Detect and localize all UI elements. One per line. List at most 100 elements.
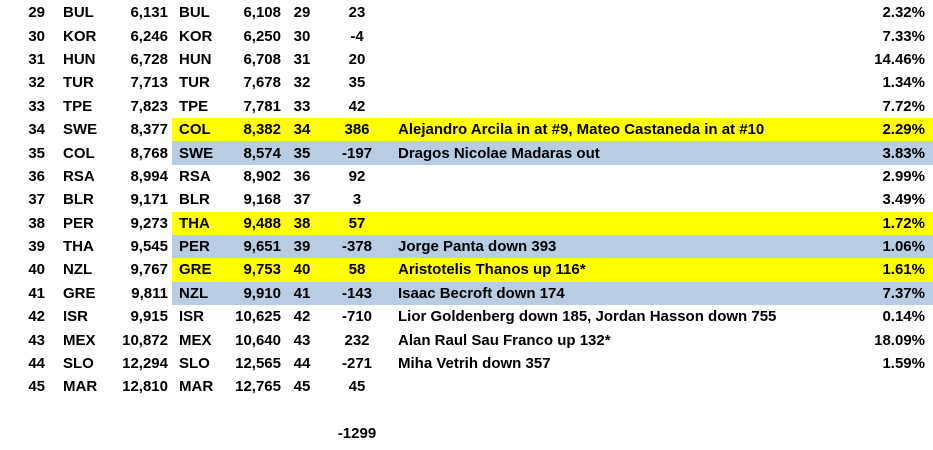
difference-cell: 45	[348, 378, 366, 396]
roster-note-cell: Aristotelis Thanos up 116*	[395, 258, 838, 282]
percentage-cell: 2.32%	[882, 4, 925, 22]
rank-before-cell: 36	[28, 167, 45, 185]
total-empty-cell	[0, 422, 52, 445]
ranking-table-body: 29 BUL 6,131 BUL 6,108 29 23 2.32% 30 KO…	[0, 1, 933, 399]
rank-after-cell: 33	[293, 97, 311, 115]
value-after-cell: 10,640	[235, 331, 281, 349]
rank-after-cell: 30	[293, 27, 311, 45]
value-before-cell: 12,294	[122, 355, 168, 373]
country-before-cell: THA	[63, 238, 94, 256]
spacer-cell	[0, 399, 933, 422]
value-before-cell: 9,171	[130, 191, 168, 209]
total-empty-cell	[395, 422, 838, 445]
roster-note-cell: Alejandro Arcila in at #9, Mateo Castane…	[395, 117, 838, 142]
rank-after-cell: 40	[285, 258, 319, 282]
country-before-cell: PER	[63, 214, 94, 232]
value-after-cell: 8,902	[243, 167, 281, 185]
percentage-cell: 1.61%	[838, 258, 933, 282]
value-before-cell: 12,810	[122, 378, 168, 396]
value-after-cell: 6,708	[243, 50, 281, 68]
value-before-cell: 9,767	[130, 261, 168, 279]
country-after-cell: SLO	[179, 355, 210, 373]
difference-cell: 57	[319, 211, 395, 235]
rank-after-cell: 42	[293, 308, 311, 326]
roster-note-cell: Miha Vetrih down 357	[398, 355, 551, 373]
difference-cell: 58	[319, 258, 395, 282]
difference-cell: 20	[348, 50, 366, 68]
value-after-cell: 10,625	[235, 308, 281, 326]
difference-cell: -143	[319, 281, 395, 306]
percentage-cell: 18.09%	[874, 331, 925, 349]
rank-after-cell: 38	[285, 211, 319, 235]
rank-before-cell: 35	[28, 144, 45, 162]
total-empty-cell	[285, 422, 319, 445]
country-before-cell: SWE	[63, 121, 98, 139]
country-before-cell: COL	[63, 144, 95, 162]
country-before-cell: BUL	[63, 4, 94, 22]
country-before-cell: SLO	[63, 355, 94, 373]
table-row: 41 GRE 9,811 NZL 9,910 41 -143 Isaac Bec…	[0, 281, 933, 306]
country-after-cell: NZL	[172, 281, 232, 306]
roster-note-cell	[395, 48, 838, 71]
value-before-cell: 7,823	[130, 97, 168, 115]
country-before-cell: NZL	[63, 261, 93, 279]
roster-note-cell	[395, 165, 838, 188]
value-before-cell: 7,713	[130, 74, 168, 92]
rank-after-cell: 43	[293, 331, 311, 349]
value-after-cell: 9,168	[243, 191, 281, 209]
country-after-cell: BLR	[179, 191, 210, 209]
roster-note-cell: Isaac Becroft down 174	[395, 281, 838, 306]
total-empty-cell	[172, 422, 232, 445]
value-before-cell: 6,728	[130, 50, 168, 68]
table-row: 43 MEX 10,872 MEX 10,640 43 232 Alan Rau…	[0, 328, 933, 351]
country-before-cell: MAR	[63, 378, 98, 396]
rank-after-cell: 29	[293, 4, 311, 22]
ranking-table-footer: -1299	[0, 399, 933, 446]
country-before-cell: BLR	[63, 191, 94, 209]
value-before-cell: 8,994	[130, 167, 168, 185]
rank-before-cell: 41	[28, 284, 45, 302]
percentage-cell: 2.99%	[882, 167, 925, 185]
roster-note-cell	[395, 188, 838, 211]
table-row: 35 COL 8,768 SWE 8,574 35 -197 Dragos Ni…	[0, 141, 933, 165]
rank-after-cell: 32	[293, 74, 311, 92]
difference-cell: 232	[344, 331, 370, 349]
rank-after-cell: 41	[285, 281, 319, 306]
total-empty-cell	[838, 422, 933, 445]
value-after-cell: 9,753	[232, 258, 285, 282]
difference-cell: -197	[319, 141, 395, 165]
value-before-cell: 8,768	[130, 144, 168, 162]
value-after-cell: 9,488	[232, 211, 285, 235]
value-before-cell: 10,872	[122, 331, 168, 349]
spacer-row	[0, 399, 933, 422]
table-row: 29 BUL 6,131 BUL 6,108 29 23 2.32%	[0, 1, 933, 24]
country-before-cell: GRE	[63, 284, 96, 302]
rank-before-cell: 39	[28, 238, 45, 256]
roster-note-cell: Alan Raul Sau Franco up 132*	[398, 331, 611, 349]
country-before-cell: ISR	[63, 308, 89, 326]
rank-after-cell: 45	[293, 378, 311, 396]
country-before-cell: KOR	[63, 27, 97, 45]
percentage-cell: 0.14%	[882, 308, 925, 326]
total-empty-cell	[52, 422, 118, 445]
difference-cell: 42	[348, 97, 366, 115]
country-after-cell: MEX	[179, 331, 212, 349]
percentage-cell: 2.29%	[838, 117, 933, 142]
roster-note-cell	[395, 211, 838, 235]
table-row: 31 HUN 6,728 HUN 6,708 31 20 14.46%	[0, 48, 933, 71]
rank-before-cell: 37	[28, 191, 45, 209]
value-before-cell: 9,545	[130, 238, 168, 256]
roster-note-cell	[395, 375, 838, 398]
rank-after-cell: 39	[285, 234, 319, 259]
value-after-cell: 6,250	[243, 27, 281, 45]
difference-cell: 386	[319, 117, 395, 142]
value-before-cell: 9,273	[130, 214, 168, 232]
table-row: 34 SWE 8,377 COL 8,382 34 386 Alejandro …	[0, 117, 933, 142]
percentage-cell: 7.33%	[882, 27, 925, 45]
country-after-cell: THA	[172, 211, 232, 235]
rank-after-cell: 35	[285, 141, 319, 165]
total-empty-cell	[232, 422, 285, 445]
country-after-cell: GRE	[172, 258, 232, 282]
value-after-cell: 7,678	[243, 74, 281, 92]
